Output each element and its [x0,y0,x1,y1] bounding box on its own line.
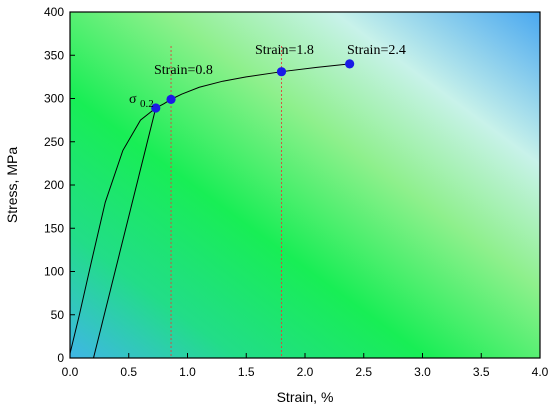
x-tick-label: 2.5 [355,365,372,379]
x-tick-label: 0.0 [62,365,79,379]
y-tick-label: 350 [44,48,64,62]
y-tick-label: 200 [44,178,64,192]
sigma-symbol: σ [129,92,137,107]
y-tick-label: 50 [51,308,65,322]
x-tick-label: 3.5 [473,365,490,379]
strain-08-label: Strain=0.8 [154,63,213,78]
x-tick-label: 3.0 [414,365,431,379]
y-tick-label: 100 [44,265,64,279]
y-axis-ticks: 0 50 100 150 200 250 300 350 400 [44,5,75,365]
y-tick-label: 300 [44,92,64,106]
y-tick-label: 150 [44,221,64,235]
strain-18-label: Strain=1.8 [255,43,314,58]
data-point [276,67,287,77]
sigma-annotation: σ 0.2 [129,92,154,110]
strain-24-label: Strain=2.4 [347,43,406,58]
y-tick-label: 0 [57,351,64,365]
plot-area-background [70,12,540,358]
x-tick-label: 4.0 [532,365,549,379]
x-axis-title: Strain, % [277,389,334,405]
x-tick-label: 1.0 [179,365,196,379]
y-tick-label: 400 [44,5,64,19]
data-points [151,59,355,113]
data-point [166,94,176,104]
x-tick-label: 2.0 [297,365,314,379]
offset-line [93,107,157,359]
x-tick-label: 0.5 [120,365,137,379]
y-axis-title: Stress, MPa [4,147,20,223]
x-axis-ticks: 0.0 0.5 1.0 1.5 2.0 2.5 3.0 3.5 4.0 [62,353,549,379]
data-point [345,59,355,69]
sigma-subscript: 0.2 [140,98,154,110]
data-point [151,103,161,113]
y-tick-label: 250 [44,135,64,149]
x-tick-label: 1.5 [238,365,255,379]
